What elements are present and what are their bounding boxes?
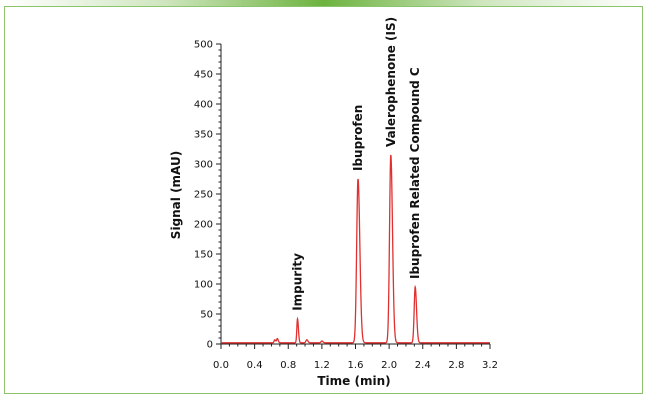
y-tick-label: 50 xyxy=(200,310,213,321)
y-tick-label: 150 xyxy=(194,250,213,261)
x-axis-title: Time (min) xyxy=(317,374,390,388)
y-tick-label: 450 xyxy=(194,70,213,81)
y-tick-label: 400 xyxy=(194,100,213,111)
top-accent-bar xyxy=(4,0,643,8)
y-tick-label: 500 xyxy=(194,40,213,51)
x-tick-label: 2.4 xyxy=(415,360,431,371)
x-tick-label: 2.8 xyxy=(448,360,464,371)
axes: 0 50 100 150 200 250 300 350 400 450 500 0.0 0.4 0.8 1… xyxy=(194,40,498,372)
y-axis-title: Signal (mAU) xyxy=(169,151,183,239)
peak-label: Ibuprofen xyxy=(351,105,365,171)
y-tick-label: 0 xyxy=(207,340,213,351)
chromatogram-trace xyxy=(221,154,490,344)
x-tick-label: 0.4 xyxy=(247,360,263,371)
figure-frame xyxy=(4,6,643,394)
y-tick-label: 350 xyxy=(194,130,213,141)
y-tick-label: 100 xyxy=(194,280,213,291)
peak-labels: Impurity Ibuprofen Valerophenone (IS) Ibupr… xyxy=(291,17,423,311)
y-tick-label: 200 xyxy=(194,220,213,231)
x-tick-label: 3.2 xyxy=(482,360,498,371)
peak-label: Valerophenone (IS) xyxy=(384,17,398,147)
peak-label: Impurity xyxy=(291,253,305,311)
x-tick-label: 0.8 xyxy=(280,360,296,371)
y-tick-label: 300 xyxy=(194,160,213,171)
x-tick-label: 2.0 xyxy=(381,360,397,371)
x-tick-label: 0.0 xyxy=(213,360,229,371)
peak-label: Ibuprofen Related Compound C xyxy=(408,67,422,279)
x-tick-label: 1.6 xyxy=(348,360,364,371)
x-tick-label: 1.2 xyxy=(314,360,330,371)
y-tick-label: 250 xyxy=(194,190,213,201)
